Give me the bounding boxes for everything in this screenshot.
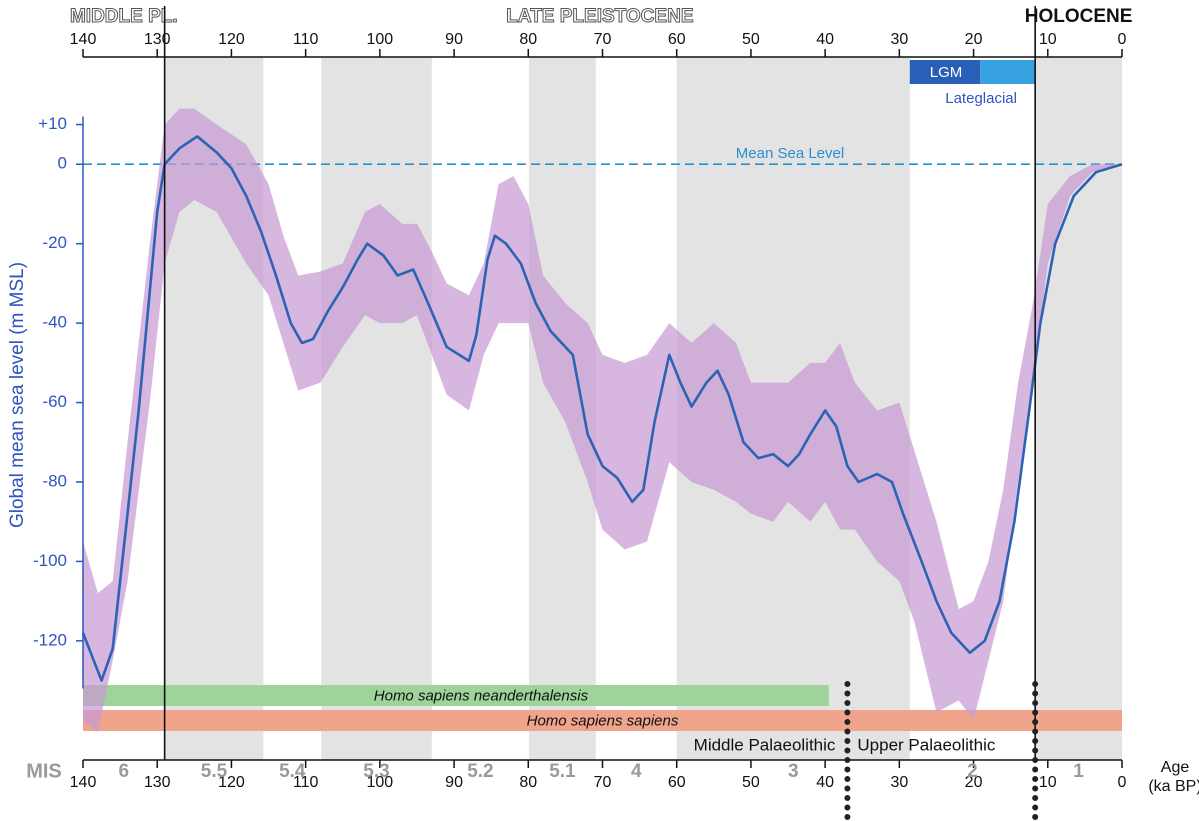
hominin-bar xyxy=(83,685,829,706)
stage-label: 5.1 xyxy=(549,761,576,782)
glacial-label: Lateglacial xyxy=(945,90,1017,107)
stage-label: 5.3 xyxy=(363,761,389,782)
sea-level-line xyxy=(81,135,1123,682)
hominin-bar xyxy=(83,710,1122,731)
x-tick-label: 70 xyxy=(594,774,612,791)
y-tick-label: -80 xyxy=(42,471,67,490)
y-tick-label: 0 xyxy=(58,154,67,173)
y-tick-label: -40 xyxy=(42,313,67,332)
x-tick-label: 140 xyxy=(70,31,97,48)
x-tick-label: 40 xyxy=(816,31,834,48)
stage-label: 2 xyxy=(967,761,978,782)
stage-label: 5.4 xyxy=(279,761,306,782)
x-tick-label: 130 xyxy=(144,774,171,791)
x-tick-label: 90 xyxy=(445,774,463,791)
stage-label: 4 xyxy=(631,761,642,782)
x-tick-label: 40 xyxy=(816,774,834,791)
stage-label: 3 xyxy=(788,761,799,782)
x-tick-label: 0 xyxy=(1118,31,1127,48)
y-tick-label: -60 xyxy=(42,392,67,411)
x-tick-label: 80 xyxy=(519,774,537,791)
y-tick-label: -20 xyxy=(42,233,67,252)
stage-label: 5.2 xyxy=(467,761,493,782)
epoch-label: HOLOCENE xyxy=(1025,6,1133,27)
x-axis-label: (ka BP) xyxy=(1148,778,1199,795)
hominin-label: Homo sapiens neanderthalensis xyxy=(374,687,589,704)
x-axis-label: Age xyxy=(1161,759,1190,776)
culture-label: Upper Palaeolithic xyxy=(857,735,995,754)
uncertainty-band xyxy=(83,108,1122,733)
x-tick-label: 20 xyxy=(965,31,983,48)
stage-band xyxy=(1035,57,1122,760)
stage-title: MIS xyxy=(26,760,62,782)
glacial-box xyxy=(980,60,1036,84)
msl-label: Mean Sea Level xyxy=(736,145,844,162)
x-tick-label: 100 xyxy=(367,774,394,791)
x-tick-label: 130 xyxy=(144,31,171,48)
y-tick-label: +10 xyxy=(38,114,67,133)
x-tick-label: 60 xyxy=(668,774,686,791)
x-tick-label: 60 xyxy=(668,31,686,48)
x-tick-label: 120 xyxy=(218,31,245,48)
hominin-label: Homo sapiens sapiens xyxy=(527,712,679,729)
x-tick-label: 80 xyxy=(519,31,537,48)
x-tick-label: 50 xyxy=(742,31,760,48)
y-axis-label: Global mean sea level (m MSL) xyxy=(7,262,28,528)
x-tick-label: 10 xyxy=(1039,31,1057,48)
glacial-label: LGM xyxy=(930,64,963,81)
x-tick-label: 30 xyxy=(890,31,908,48)
x-tick-label: 110 xyxy=(293,31,319,48)
x-tick-label: 90 xyxy=(445,31,463,48)
stage-label: 6 xyxy=(119,761,130,782)
x-tick-label: 10 xyxy=(1039,774,1057,791)
stage-label: 1 xyxy=(1073,761,1084,782)
y-tick-label: -100 xyxy=(33,551,67,570)
x-tick-label: 30 xyxy=(890,774,908,791)
x-tick-label: 50 xyxy=(742,774,760,791)
y-tick-label: -120 xyxy=(33,630,67,649)
epoch-label: MIDDLE PL. xyxy=(70,6,178,27)
stage-label: 5.5 xyxy=(201,761,228,782)
x-tick-label: 100 xyxy=(367,31,394,48)
x-tick-label: 120 xyxy=(218,774,245,791)
x-tick-label: 140 xyxy=(70,774,97,791)
x-tick-label: 20 xyxy=(965,774,983,791)
glacial-box xyxy=(909,60,981,84)
epoch-label: LATE PLEISTOCENE xyxy=(506,6,693,27)
culture-label: Middle Palaeolithic xyxy=(694,735,836,754)
x-tick-label: 0 xyxy=(1118,774,1127,791)
x-tick-label: 70 xyxy=(594,31,612,48)
stage-band xyxy=(321,57,432,760)
x-tick-label: 110 xyxy=(293,774,319,791)
